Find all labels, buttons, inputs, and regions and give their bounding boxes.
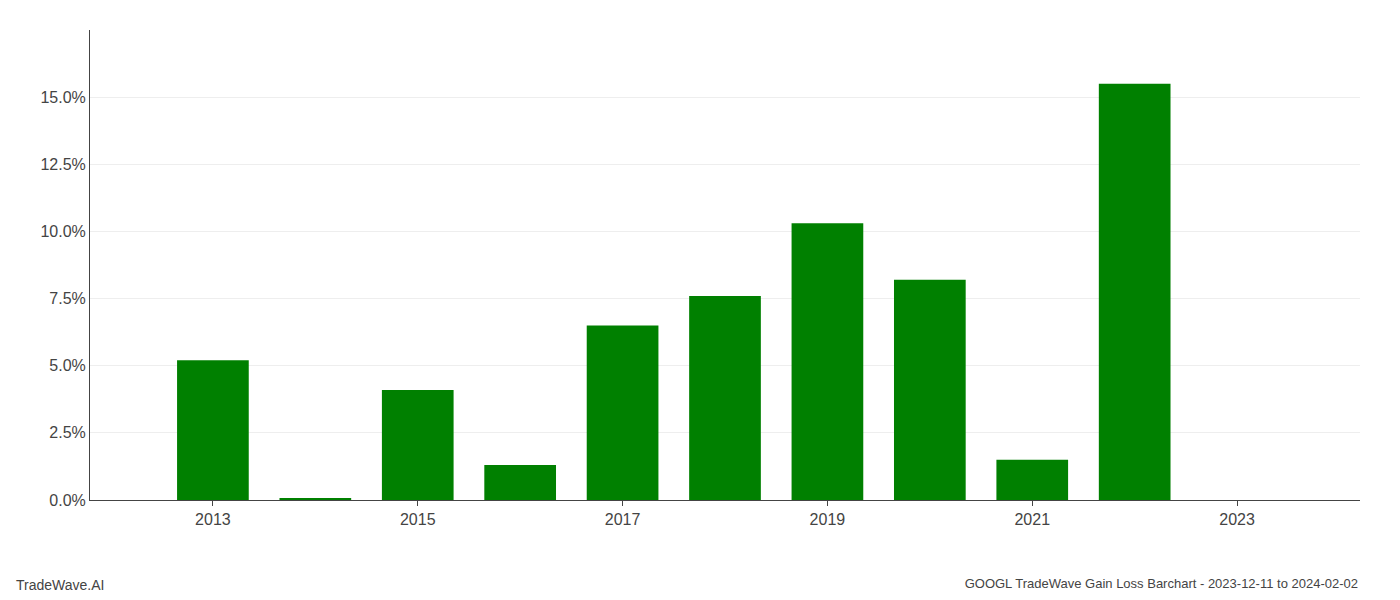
- svg-text:2023: 2023: [1219, 511, 1255, 528]
- svg-text:2021: 2021: [1014, 511, 1050, 528]
- svg-text:2017: 2017: [605, 511, 641, 528]
- svg-text:2.5%: 2.5%: [49, 424, 85, 441]
- svg-text:2019: 2019: [810, 511, 846, 528]
- svg-text:TradeWave.AI: TradeWave.AI: [16, 577, 104, 593]
- svg-text:7.5%: 7.5%: [49, 290, 85, 307]
- svg-text:5.0%: 5.0%: [49, 357, 85, 374]
- svg-text:2013: 2013: [195, 511, 231, 528]
- svg-text:12.5%: 12.5%: [40, 156, 85, 173]
- svg-text:2015: 2015: [400, 511, 436, 528]
- svg-text:10.0%: 10.0%: [40, 223, 85, 240]
- svg-text:15.0%: 15.0%: [40, 89, 85, 106]
- svg-text:0.0%: 0.0%: [49, 492, 85, 509]
- svg-text:GOOGL TradeWave Gain Loss Barc: GOOGL TradeWave Gain Loss Barchart - 202…: [965, 576, 1358, 591]
